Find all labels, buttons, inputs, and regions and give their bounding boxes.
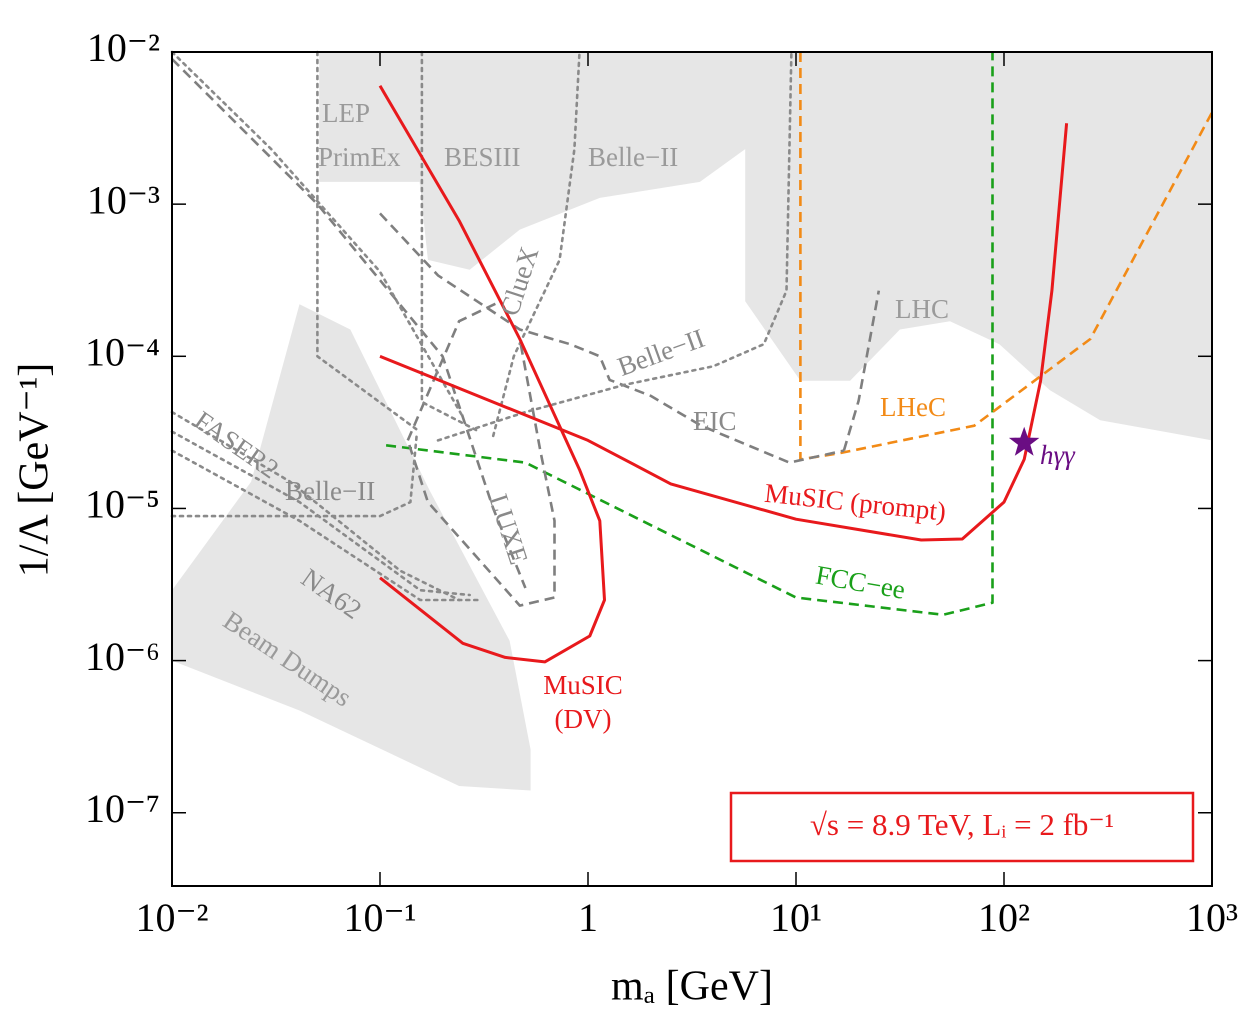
curve-label: LHeC	[880, 392, 946, 422]
curve	[170, 410, 461, 602]
benchmark-star	[1008, 426, 1040, 456]
x-tick-label: 10²	[978, 895, 1030, 940]
x-tick-label: 10¹	[770, 895, 822, 940]
curve	[170, 434, 418, 518]
curve	[406, 300, 556, 607]
curve	[799, 52, 1214, 461]
curve-label: BESIII	[444, 142, 521, 172]
curve-label: MuSIC	[543, 670, 623, 700]
curve	[491, 50, 581, 438]
y-tick-label: 10⁻²	[87, 25, 160, 70]
curve	[170, 430, 471, 597]
annotation-box	[729, 791, 1195, 863]
curve-label: LEP	[322, 98, 370, 128]
y-axis-label: 1/Λ [GeV⁻¹]	[12, 363, 58, 578]
plot-area	[170, 50, 1214, 791]
annotation-box-text: √s = 8.9 TeV, Lᵢ = 2 fb⁻¹	[810, 807, 1114, 842]
curve-label: EIC	[693, 406, 737, 436]
curve	[842, 290, 881, 451]
y-tick-label: 10⁻⁷	[85, 786, 160, 831]
y-tick-label: 10⁻⁶	[85, 634, 160, 679]
y-tick-label: 10⁻⁴	[85, 329, 160, 374]
y-tick-label: 10⁻³	[87, 177, 160, 222]
curve-label: PrimEx	[318, 142, 401, 172]
curve-label: hγγ	[1040, 440, 1076, 470]
curve	[379, 212, 845, 464]
curve	[170, 50, 465, 419]
x-tick-label: 10³	[1186, 895, 1238, 940]
excluded-region	[319, 52, 1212, 441]
curve-label: Belle−II	[588, 142, 678, 172]
curve	[420, 50, 481, 433]
curve	[171, 58, 527, 589]
x-tick-label: 10⁻¹	[343, 895, 416, 940]
curve-label: (DV)	[555, 704, 612, 734]
curve-label: LHC	[895, 294, 949, 324]
curve	[316, 50, 421, 433]
curve	[385, 52, 994, 617]
curve	[378, 85, 606, 664]
x-axis-label: mₐ [GeV]	[611, 964, 773, 1010]
x-tick-label: 10⁻²	[135, 895, 208, 940]
curve-label: Belle−II	[285, 476, 375, 506]
x-tick-label: 1	[578, 895, 598, 940]
frame	[171, 51, 1213, 887]
y-tick-label: 10⁻⁵	[85, 482, 160, 527]
curve	[436, 50, 793, 442]
curve	[379, 123, 1069, 542]
curve	[170, 449, 481, 602]
excluded-region	[172, 304, 531, 791]
